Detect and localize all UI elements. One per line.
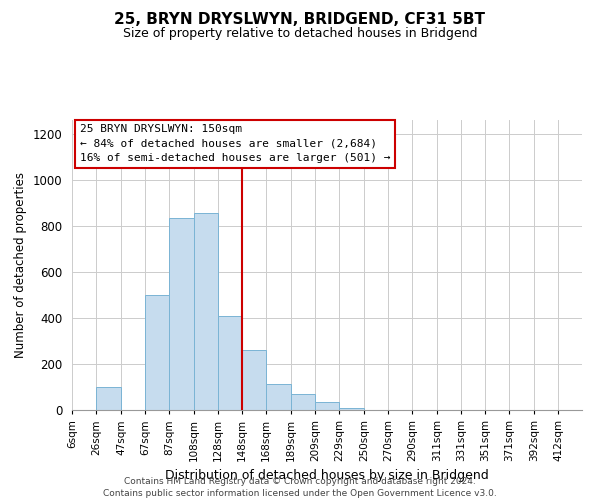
Text: 25 BRYN DRYSLWYN: 150sqm
← 84% of detached houses are smaller (2,684)
16% of sem: 25 BRYN DRYSLWYN: 150sqm ← 84% of detach… bbox=[80, 124, 390, 163]
X-axis label: Distribution of detached houses by size in Bridgend: Distribution of detached houses by size … bbox=[165, 470, 489, 482]
Bar bbox=[169, 218, 194, 410]
Bar bbox=[145, 295, 169, 410]
Text: Size of property relative to detached houses in Bridgend: Size of property relative to detached ho… bbox=[123, 28, 477, 40]
Bar bbox=[291, 394, 315, 410]
Text: 25, BRYN DRYSLWYN, BRIDGEND, CF31 5BT: 25, BRYN DRYSLWYN, BRIDGEND, CF31 5BT bbox=[115, 12, 485, 28]
Text: Contains HM Land Registry data © Crown copyright and database right 2024.: Contains HM Land Registry data © Crown c… bbox=[124, 478, 476, 486]
Y-axis label: Number of detached properties: Number of detached properties bbox=[14, 172, 27, 358]
Bar bbox=[96, 387, 121, 410]
Text: Contains public sector information licensed under the Open Government Licence v3: Contains public sector information licen… bbox=[103, 489, 497, 498]
Bar bbox=[218, 316, 242, 410]
Bar bbox=[194, 213, 218, 410]
Bar bbox=[266, 384, 291, 410]
Bar bbox=[242, 350, 266, 410]
Bar bbox=[315, 402, 339, 410]
Bar bbox=[339, 408, 364, 410]
